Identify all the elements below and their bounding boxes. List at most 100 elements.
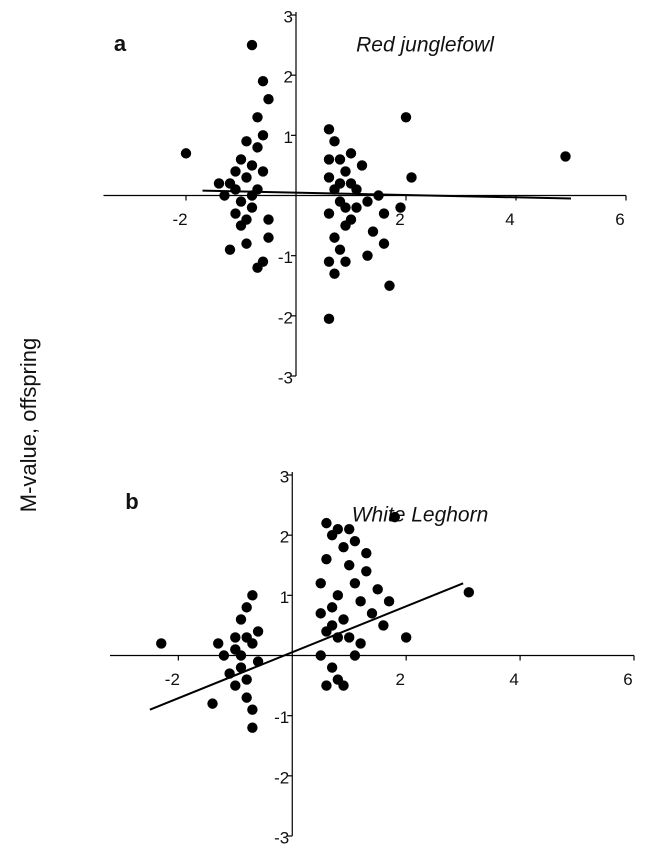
point — [355, 596, 366, 607]
y-tick-label: 2 — [284, 68, 293, 87]
point — [247, 704, 258, 715]
point — [235, 662, 247, 673]
point — [338, 542, 349, 553]
y-axis-label: M-value, offspring — [16, 338, 41, 512]
point — [362, 250, 373, 261]
point — [323, 154, 335, 165]
point — [463, 587, 475, 598]
point — [219, 190, 230, 201]
point — [351, 184, 362, 195]
point — [241, 674, 252, 685]
point — [323, 172, 335, 183]
point — [340, 256, 351, 267]
point — [235, 196, 247, 207]
point — [246, 190, 258, 201]
point — [315, 650, 326, 661]
x-tick-label: -2 — [172, 210, 187, 229]
point — [218, 650, 230, 661]
point — [326, 662, 338, 673]
point — [344, 560, 355, 571]
point — [344, 523, 355, 535]
point — [340, 166, 351, 177]
point — [366, 608, 378, 619]
point — [257, 75, 269, 87]
point — [241, 172, 252, 183]
point — [315, 608, 326, 619]
point — [180, 148, 192, 159]
point — [400, 632, 412, 643]
point — [349, 650, 361, 661]
y-tick-label: -3 — [278, 368, 293, 387]
x-tick-label: 2 — [395, 670, 404, 689]
panel-label: a — [114, 31, 127, 56]
point — [213, 638, 224, 649]
point — [345, 148, 357, 159]
y-tick-label: -1 — [274, 708, 289, 727]
point — [321, 680, 332, 691]
point — [252, 142, 263, 153]
point — [321, 554, 332, 565]
x-tick-label: 6 — [623, 670, 632, 689]
point — [329, 136, 340, 147]
x-tick-label: 6 — [615, 210, 624, 229]
point — [230, 208, 241, 219]
point — [213, 178, 225, 189]
point — [373, 190, 384, 201]
point — [235, 614, 247, 625]
point — [263, 94, 274, 105]
point — [361, 548, 372, 559]
point — [321, 517, 332, 529]
point — [247, 638, 258, 649]
point — [332, 590, 344, 601]
point — [349, 578, 361, 589]
y-tick-label: 3 — [280, 467, 289, 486]
y-tick-label: 1 — [280, 588, 289, 607]
point — [323, 256, 335, 267]
point — [230, 166, 241, 177]
point — [372, 584, 383, 595]
point — [362, 196, 373, 207]
point — [247, 722, 258, 733]
point — [323, 124, 335, 135]
y-tick-label: 1 — [284, 128, 293, 147]
point — [384, 280, 395, 291]
x-tick-label: 4 — [505, 210, 514, 229]
point — [246, 39, 258, 51]
point — [241, 238, 252, 249]
point — [400, 112, 412, 123]
point — [340, 202, 351, 213]
point — [241, 136, 252, 147]
point — [334, 244, 346, 255]
y-tick-label: 2 — [280, 528, 289, 547]
point — [247, 590, 258, 601]
point — [263, 232, 274, 243]
y-tick-label: -1 — [278, 248, 293, 267]
point — [334, 154, 346, 165]
point — [257, 130, 269, 141]
point — [345, 214, 357, 225]
x-tick-label: 2 — [395, 210, 404, 229]
point — [326, 602, 338, 613]
point — [378, 208, 390, 219]
point — [224, 244, 236, 255]
x-tick-label: 4 — [509, 670, 518, 689]
point — [395, 202, 406, 213]
point — [207, 698, 218, 709]
point — [361, 566, 372, 577]
point — [323, 208, 335, 219]
point — [241, 214, 252, 225]
point — [378, 620, 389, 631]
point — [323, 313, 335, 325]
point — [241, 602, 252, 613]
chart-title: Red junglefowl — [356, 34, 495, 57]
point — [349, 535, 361, 547]
point — [406, 172, 417, 183]
point — [338, 614, 349, 625]
point — [329, 268, 340, 279]
point — [338, 680, 349, 691]
point — [378, 238, 390, 249]
y-tick-label: -2 — [274, 768, 289, 787]
point — [230, 680, 241, 691]
point — [367, 226, 379, 237]
point — [257, 166, 269, 177]
